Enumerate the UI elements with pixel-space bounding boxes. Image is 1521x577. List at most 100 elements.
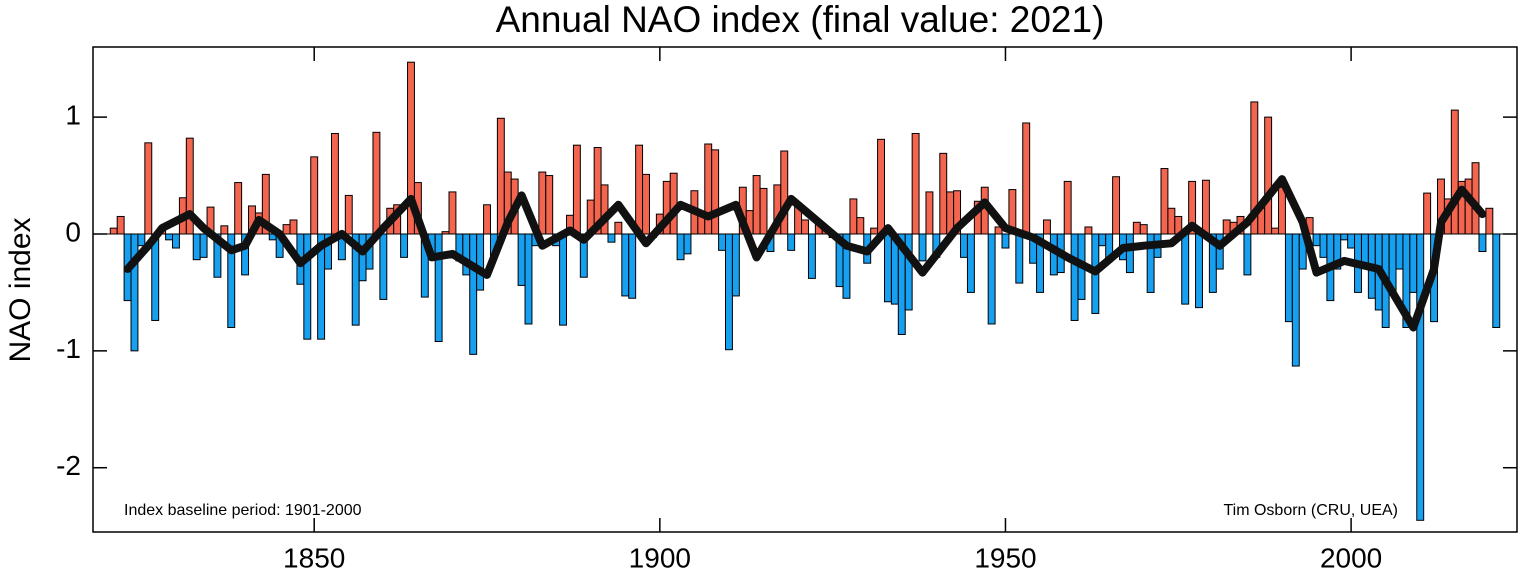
bar: [1340, 233, 1349, 241]
bar: [1291, 233, 1300, 367]
bar: [1450, 109, 1459, 235]
bar: [220, 225, 229, 235]
bar: [883, 233, 892, 303]
bar: [628, 233, 637, 299]
bar: [545, 175, 554, 235]
bar: [234, 182, 243, 235]
smoothed-line: [123, 175, 1487, 332]
bar: [483, 204, 491, 235]
bar: [1125, 233, 1134, 274]
bar: [925, 191, 934, 235]
bar: [282, 224, 291, 235]
bar: [1063, 180, 1072, 235]
bar: [642, 173, 650, 235]
bar: [1416, 233, 1425, 521]
bar: [676, 233, 685, 261]
bar: [344, 194, 353, 235]
chart-title: Annual NAO index (final value: 2021): [496, 0, 1105, 40]
x-tick-label: 1850: [283, 542, 345, 573]
annotation: Tim Osborn (CRU, UEA): [1223, 502, 1398, 519]
bar: [1485, 207, 1494, 235]
y-tick-label: 1: [65, 100, 81, 131]
bar: [1284, 233, 1293, 323]
bar: [469, 233, 478, 355]
bar: [524, 233, 533, 325]
bar: [787, 233, 796, 251]
x-tick-label: 2000: [1320, 542, 1382, 573]
bar: [1195, 233, 1203, 309]
bar: [1001, 233, 1010, 249]
bar: [116, 215, 125, 235]
bar: [1319, 233, 1328, 258]
bar: [1201, 179, 1210, 235]
bar: [870, 227, 879, 235]
bar: [434, 233, 443, 343]
bar: [400, 233, 409, 258]
bar: [911, 132, 920, 235]
bar: [109, 227, 118, 235]
bar: [1278, 186, 1286, 235]
bar: [683, 233, 692, 255]
bar: [289, 219, 298, 235]
bar: [621, 233, 630, 297]
bar: [635, 144, 644, 235]
y-tick-label: -2: [56, 450, 81, 481]
bar: [1098, 233, 1107, 247]
bar: [151, 233, 160, 321]
bar: [192, 233, 201, 261]
bar: [358, 233, 367, 282]
bar: [966, 233, 975, 293]
bar: [801, 219, 809, 235]
bar: [960, 233, 968, 258]
bar: [1181, 233, 1190, 305]
bar: [607, 233, 616, 243]
bar: [1409, 233, 1418, 293]
bar: [1084, 226, 1093, 235]
bar: [1264, 116, 1273, 235]
plot-frame: [92, 46, 1518, 533]
bar: [1312, 233, 1321, 247]
bar: [379, 233, 388, 300]
bar: [759, 187, 768, 235]
bar: [538, 171, 547, 235]
bar: [171, 233, 180, 249]
bar: [1042, 219, 1051, 235]
bar: [1160, 168, 1169, 235]
bar: [669, 172, 678, 235]
bar: [144, 142, 153, 235]
bar: [718, 233, 727, 251]
bar: [987, 233, 996, 325]
bar: [1243, 233, 1252, 276]
bar: [1015, 233, 1024, 284]
bar: [199, 233, 208, 258]
bar: [303, 233, 312, 340]
bar: [711, 149, 720, 235]
bar: [1167, 207, 1176, 235]
bar: [807, 233, 816, 279]
bar: [476, 233, 485, 291]
bar: [939, 152, 948, 235]
x-tick-label: 1950: [974, 542, 1036, 573]
bar: [1132, 221, 1141, 235]
bar: [310, 156, 319, 235]
bar: [877, 138, 885, 235]
bar: [1347, 233, 1356, 249]
bar: [1395, 233, 1404, 270]
bar: [1222, 219, 1231, 235]
bar: [1139, 224, 1148, 235]
y-axis-label: NAO index: [4, 217, 37, 362]
bar: [731, 233, 740, 297]
bar: [137, 233, 146, 247]
annotation: Index baseline period: 1901-2000: [124, 502, 362, 519]
bar: [1112, 176, 1121, 235]
bar: [725, 233, 733, 351]
bar: [1478, 233, 1487, 253]
bar: [1022, 122, 1031, 235]
y-tick-label: -1: [56, 333, 81, 364]
bar: [165, 233, 173, 241]
y-tick-label: 0: [65, 216, 81, 247]
bar: [372, 131, 381, 235]
bar: [849, 198, 858, 235]
bar: [462, 233, 471, 276]
